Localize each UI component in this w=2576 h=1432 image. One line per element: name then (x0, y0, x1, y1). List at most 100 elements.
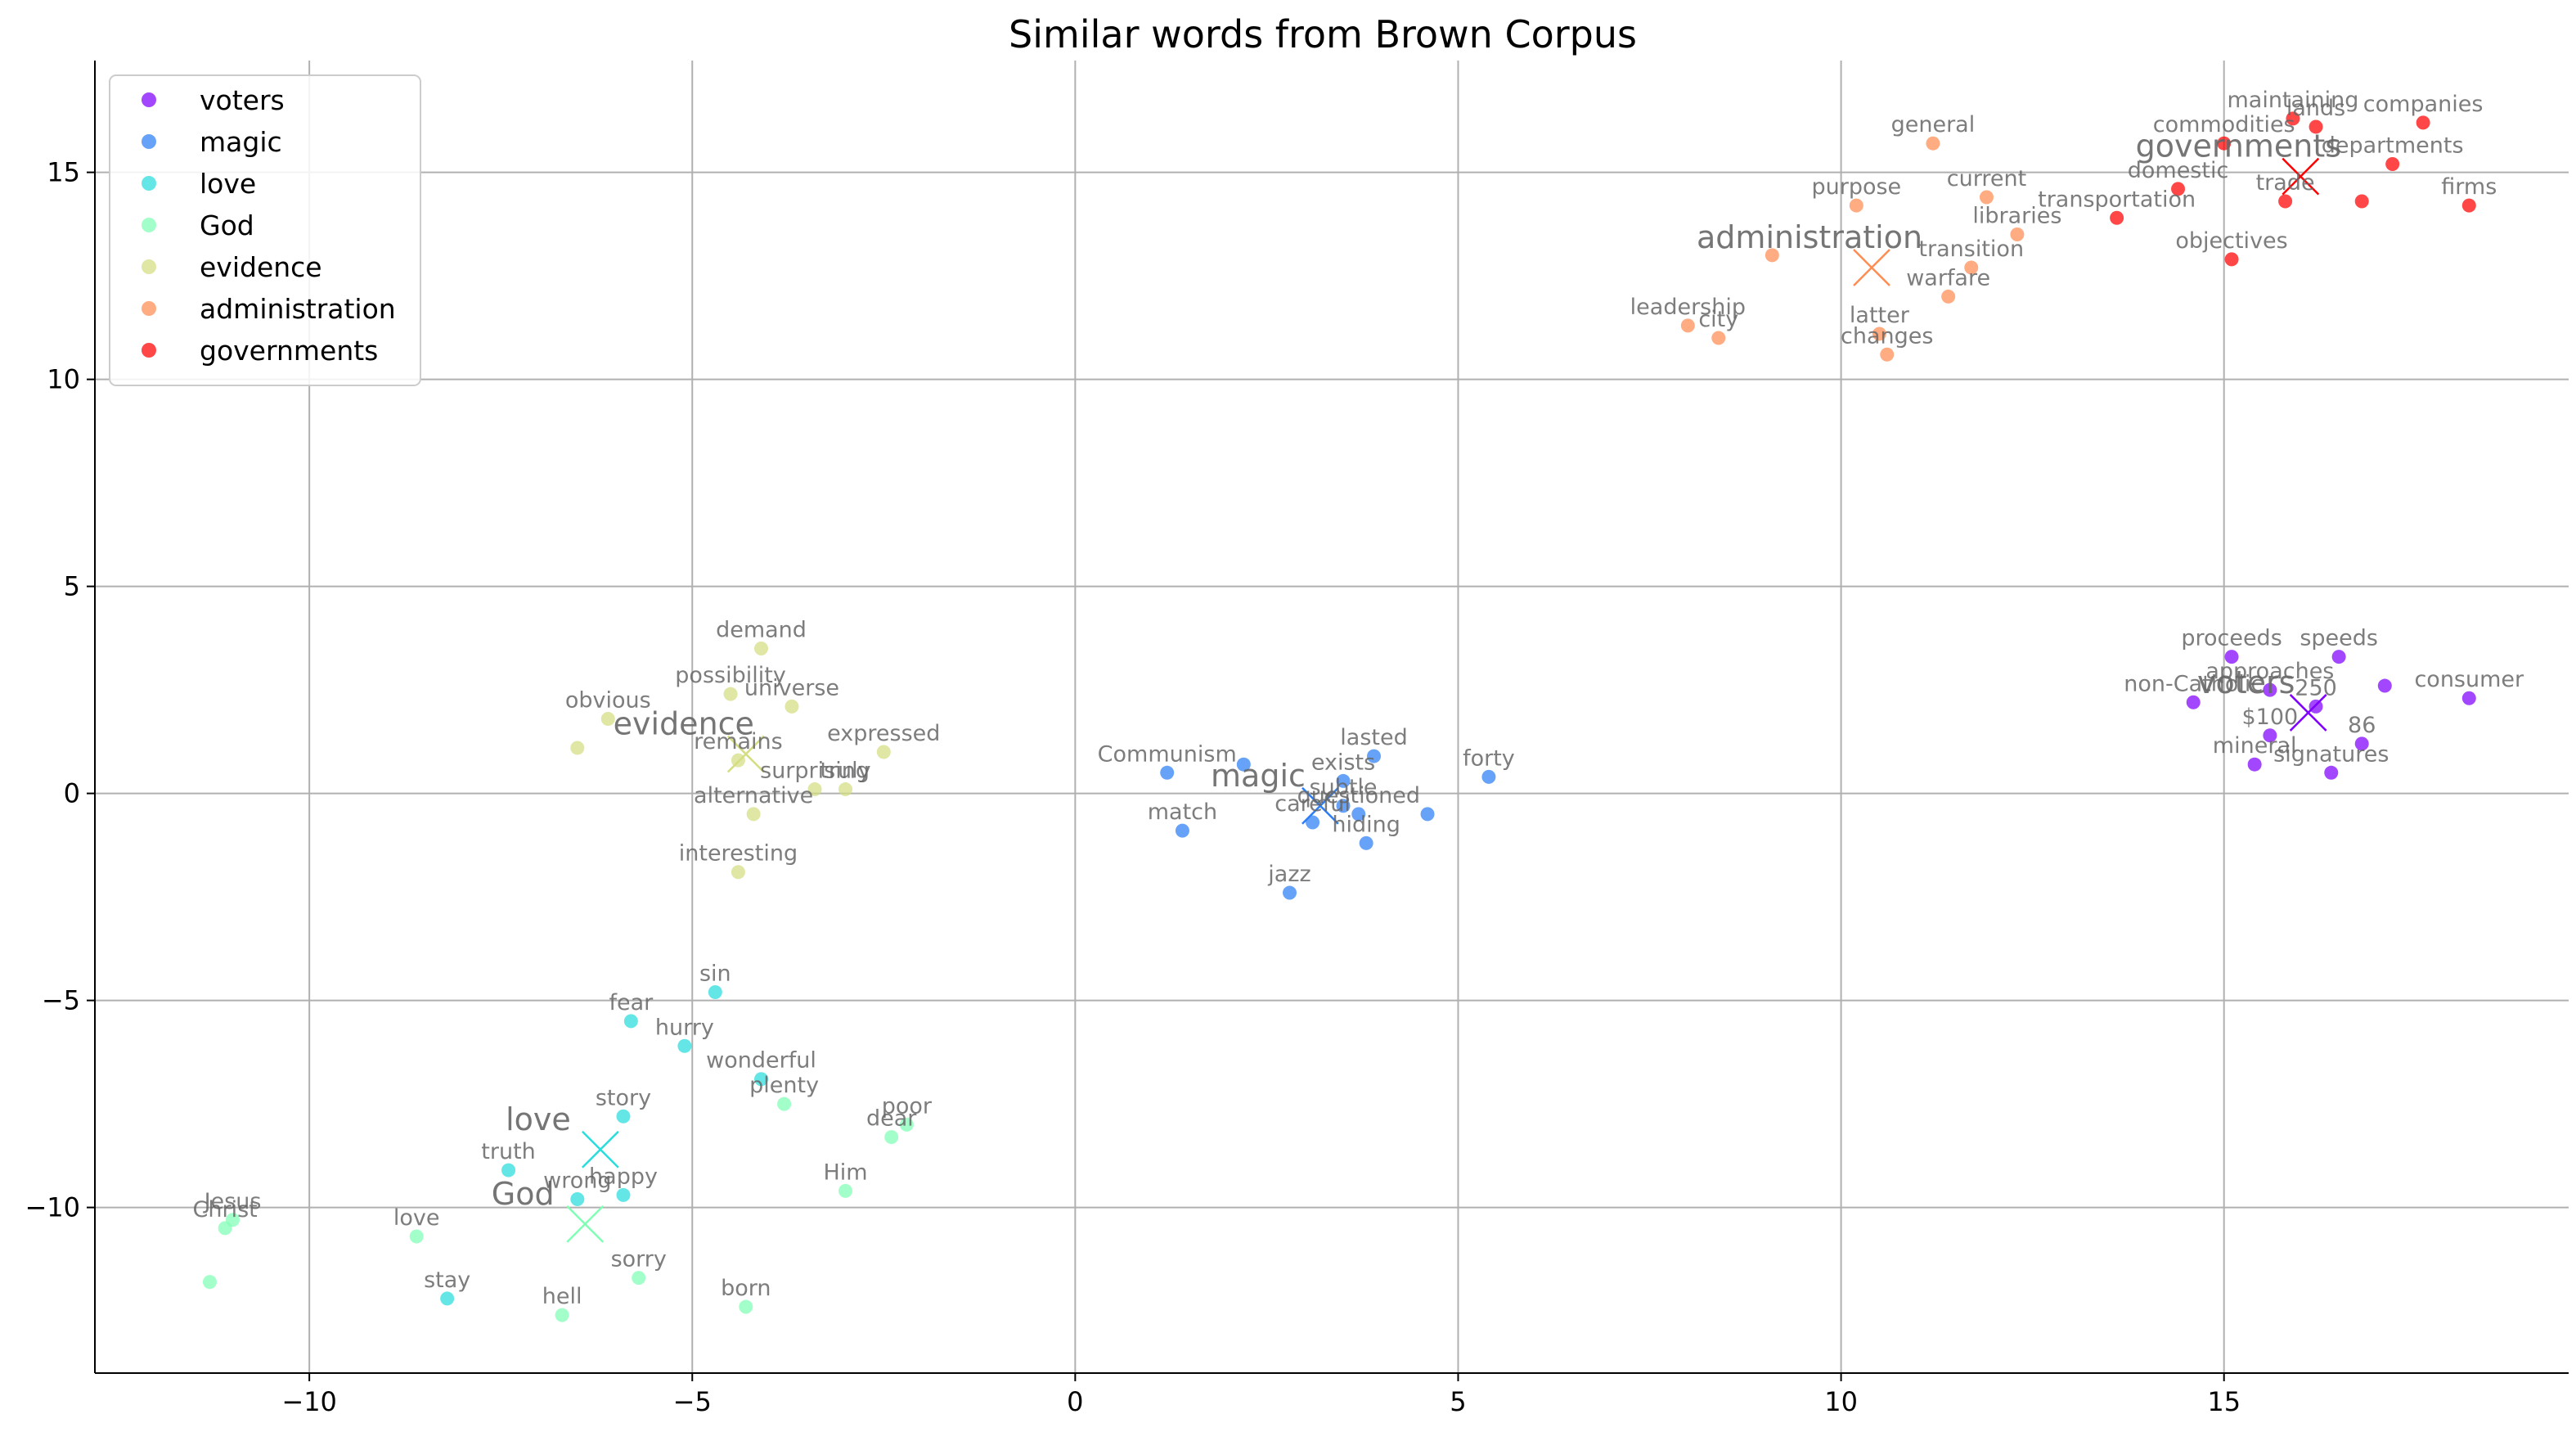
data-point (2171, 182, 2186, 196)
point-label: $100 (2242, 705, 2299, 730)
legend-marker (142, 134, 156, 149)
point-label: purpose (1811, 174, 1901, 200)
x-tick-label: −5 (673, 1386, 712, 1417)
point-label: stay (424, 1268, 470, 1293)
y-tick-label: 10 (47, 364, 80, 395)
y-tick-label: 5 (64, 571, 80, 602)
data-point (1880, 347, 1895, 362)
data-point (754, 642, 769, 656)
point-label: interesting (679, 841, 798, 867)
data-point (2263, 728, 2277, 743)
point-label: hiding (1332, 812, 1400, 837)
data-point (731, 753, 745, 768)
data-point (2010, 227, 2025, 242)
data-point (2286, 111, 2300, 126)
centroid-marker (1301, 786, 1339, 825)
data-point (1175, 823, 1189, 838)
centroid-label: God (492, 1176, 555, 1212)
data-point (884, 1130, 899, 1145)
data-point (1351, 807, 1366, 822)
point-label: city (1698, 307, 1738, 332)
centroid-marker-stroke (726, 735, 765, 773)
x-tick-label: −10 (281, 1386, 337, 1417)
y-tick-label: 0 (64, 778, 80, 809)
legend-marker (142, 343, 156, 358)
legend-label: evidence (200, 251, 322, 283)
point-label: truth (481, 1139, 536, 1164)
point-label: Christ (193, 1197, 258, 1223)
point-label: demand (716, 618, 807, 643)
point-label: Jesus (203, 1189, 262, 1214)
x-tick-label: 0 (1067, 1386, 1083, 1417)
point-label: 86 (2348, 713, 2376, 738)
point-label: born (721, 1276, 771, 1301)
centroid-marker (1853, 249, 1890, 286)
centroid-marker-stroke (1301, 786, 1339, 825)
centroid-label: voters (2197, 664, 2295, 700)
axes: −10 −5 0 5 10 15 −10 −5 0 5 10 15 (25, 61, 2569, 1417)
centroid-marker (2289, 694, 2327, 732)
point-label: firms (2441, 174, 2497, 200)
grid (95, 61, 2569, 1373)
data-point (1336, 799, 1351, 813)
point-label: obvious (565, 688, 651, 714)
point-label: sin (699, 961, 731, 986)
centroid-marker-stroke (2282, 157, 2320, 196)
centroid-marker-stroke (2289, 694, 2327, 732)
centroid-marker (726, 735, 765, 773)
point-label: current (1947, 166, 2026, 191)
centroid-label: evidence (614, 706, 754, 742)
data-point (1283, 885, 1297, 900)
point-label: lands (2286, 96, 2345, 121)
x-tick-label: 15 (2207, 1386, 2241, 1417)
point-label: match (1148, 799, 1217, 825)
y-tick-label: −10 (25, 1192, 80, 1223)
point-label: signatures (2273, 741, 2389, 767)
data-point (202, 1275, 217, 1290)
data-point (2377, 678, 2392, 693)
point-label: commodities (2153, 112, 2295, 137)
point-label: warfare (1906, 265, 1990, 290)
data-point (1306, 815, 1320, 830)
centroid-label: love (506, 1101, 571, 1137)
data-point (1236, 757, 1251, 772)
point-label: wonderful (706, 1048, 816, 1074)
point-label: consumer (2414, 667, 2524, 692)
point-label: proceeds (2181, 626, 2282, 651)
data-point (501, 1163, 516, 1178)
data-point (1979, 190, 1994, 205)
point-label: subtle (1310, 775, 1378, 800)
data-point (2110, 210, 2124, 225)
data-point (616, 1187, 631, 1202)
point-label: speeds (2300, 626, 2378, 651)
data-point (899, 1117, 914, 1132)
centroid-marker (2282, 157, 2320, 196)
data-point (2324, 765, 2339, 780)
point-label: truly (820, 759, 870, 784)
data-point (1926, 136, 1940, 151)
legend-marker (142, 301, 156, 316)
point-label: transportation (2038, 187, 2196, 212)
point-label: 250 (2295, 675, 2337, 700)
point-label: poor (882, 1093, 933, 1119)
centroid-label: governments (2136, 128, 2341, 164)
data-point (440, 1291, 455, 1306)
point-label: mineral (2213, 733, 2297, 759)
point-label: story (596, 1085, 651, 1110)
point-label: transition (1918, 236, 2024, 262)
centroid-label: administration (1697, 219, 1922, 255)
data-point (784, 699, 799, 714)
data-point (2247, 757, 2262, 772)
point-label: departments (2322, 133, 2464, 158)
point-label: happy (589, 1164, 658, 1189)
data-point (739, 1299, 753, 1314)
data-point (1336, 773, 1351, 788)
point-label: Him (823, 1160, 867, 1185)
data-point (2461, 691, 2476, 705)
legend-label: voters (200, 84, 285, 116)
data-point (2309, 119, 2323, 134)
data-point (838, 782, 852, 797)
data-points (202, 111, 2476, 1322)
data-point (623, 1014, 638, 1029)
